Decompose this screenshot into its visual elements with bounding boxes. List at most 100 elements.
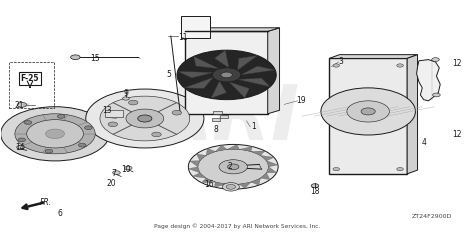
Text: 1: 1 — [251, 122, 256, 131]
Bar — [105, 110, 123, 117]
Text: 7: 7 — [112, 169, 117, 178]
Text: 11: 11 — [178, 33, 187, 42]
Polygon shape — [185, 28, 280, 31]
Circle shape — [361, 108, 375, 115]
Polygon shape — [239, 146, 252, 151]
Polygon shape — [241, 66, 275, 75]
Polygon shape — [251, 178, 260, 185]
Polygon shape — [260, 155, 274, 161]
Text: 12: 12 — [452, 59, 462, 68]
Circle shape — [46, 129, 64, 139]
Text: 19: 19 — [296, 96, 306, 105]
Polygon shape — [260, 173, 270, 180]
Polygon shape — [190, 161, 200, 167]
Text: 5: 5 — [166, 70, 171, 79]
Text: 3: 3 — [338, 57, 343, 66]
Text: 15: 15 — [91, 54, 100, 63]
Circle shape — [333, 168, 339, 171]
Polygon shape — [227, 145, 239, 149]
Text: 21: 21 — [15, 101, 24, 110]
Text: 13: 13 — [102, 106, 112, 115]
Circle shape — [84, 126, 92, 130]
Polygon shape — [214, 182, 227, 187]
Polygon shape — [211, 81, 227, 98]
Polygon shape — [194, 56, 219, 69]
Circle shape — [177, 50, 276, 100]
Polygon shape — [239, 182, 251, 188]
Bar — [212, 118, 220, 121]
Circle shape — [228, 164, 239, 170]
Circle shape — [138, 115, 152, 122]
Text: 14: 14 — [15, 143, 25, 152]
Circle shape — [311, 184, 319, 187]
Polygon shape — [268, 28, 280, 114]
Polygon shape — [417, 59, 440, 101]
Polygon shape — [201, 178, 216, 183]
Text: 12: 12 — [452, 131, 462, 140]
Circle shape — [172, 110, 182, 115]
Bar — [181, 16, 210, 38]
Circle shape — [113, 171, 120, 175]
Circle shape — [198, 149, 269, 184]
Polygon shape — [189, 167, 200, 173]
Polygon shape — [251, 151, 265, 155]
Circle shape — [152, 132, 161, 137]
Circle shape — [27, 120, 83, 148]
Polygon shape — [237, 78, 270, 87]
Polygon shape — [266, 161, 278, 167]
Text: 16: 16 — [204, 180, 213, 189]
Circle shape — [333, 64, 339, 67]
Circle shape — [212, 68, 241, 82]
Text: 9: 9 — [124, 89, 128, 98]
Bar — [329, 58, 407, 174]
Text: 20: 20 — [107, 179, 117, 188]
Text: Page design © 2004-2017 by ARI Network Services, Inc.: Page design © 2004-2017 by ARI Network S… — [154, 223, 320, 229]
Polygon shape — [184, 77, 213, 88]
Circle shape — [17, 145, 24, 149]
Text: F-25: F-25 — [21, 74, 39, 83]
Circle shape — [226, 184, 236, 189]
Circle shape — [0, 107, 109, 161]
Circle shape — [17, 102, 27, 107]
Circle shape — [15, 114, 95, 154]
Circle shape — [219, 160, 247, 174]
Polygon shape — [266, 167, 277, 173]
Circle shape — [86, 89, 204, 148]
Circle shape — [18, 138, 26, 142]
Bar — [185, 31, 268, 114]
Circle shape — [397, 168, 403, 171]
Polygon shape — [407, 55, 418, 174]
Text: 10: 10 — [121, 165, 131, 174]
Circle shape — [188, 144, 278, 189]
Bar — [220, 115, 228, 118]
Circle shape — [100, 96, 190, 141]
Polygon shape — [192, 173, 206, 178]
Polygon shape — [178, 71, 213, 78]
Text: 8: 8 — [213, 125, 218, 134]
Text: FR.: FR. — [39, 198, 52, 207]
Polygon shape — [227, 184, 239, 189]
Text: 2: 2 — [228, 162, 232, 171]
Circle shape — [432, 58, 439, 61]
Circle shape — [71, 55, 80, 59]
Circle shape — [125, 166, 132, 170]
Text: 4: 4 — [421, 137, 426, 146]
Polygon shape — [229, 82, 249, 98]
Polygon shape — [216, 145, 227, 151]
Circle shape — [123, 97, 129, 100]
Circle shape — [433, 93, 440, 97]
Circle shape — [321, 88, 415, 135]
Polygon shape — [206, 148, 216, 155]
Circle shape — [24, 121, 32, 124]
Circle shape — [126, 109, 164, 128]
Circle shape — [78, 143, 86, 147]
Polygon shape — [196, 154, 206, 161]
Circle shape — [397, 64, 403, 67]
Text: ARI: ARI — [155, 82, 301, 155]
Circle shape — [57, 114, 65, 118]
Circle shape — [221, 72, 232, 78]
Polygon shape — [237, 55, 257, 70]
Circle shape — [347, 101, 390, 122]
Polygon shape — [329, 55, 418, 58]
Circle shape — [45, 149, 53, 153]
